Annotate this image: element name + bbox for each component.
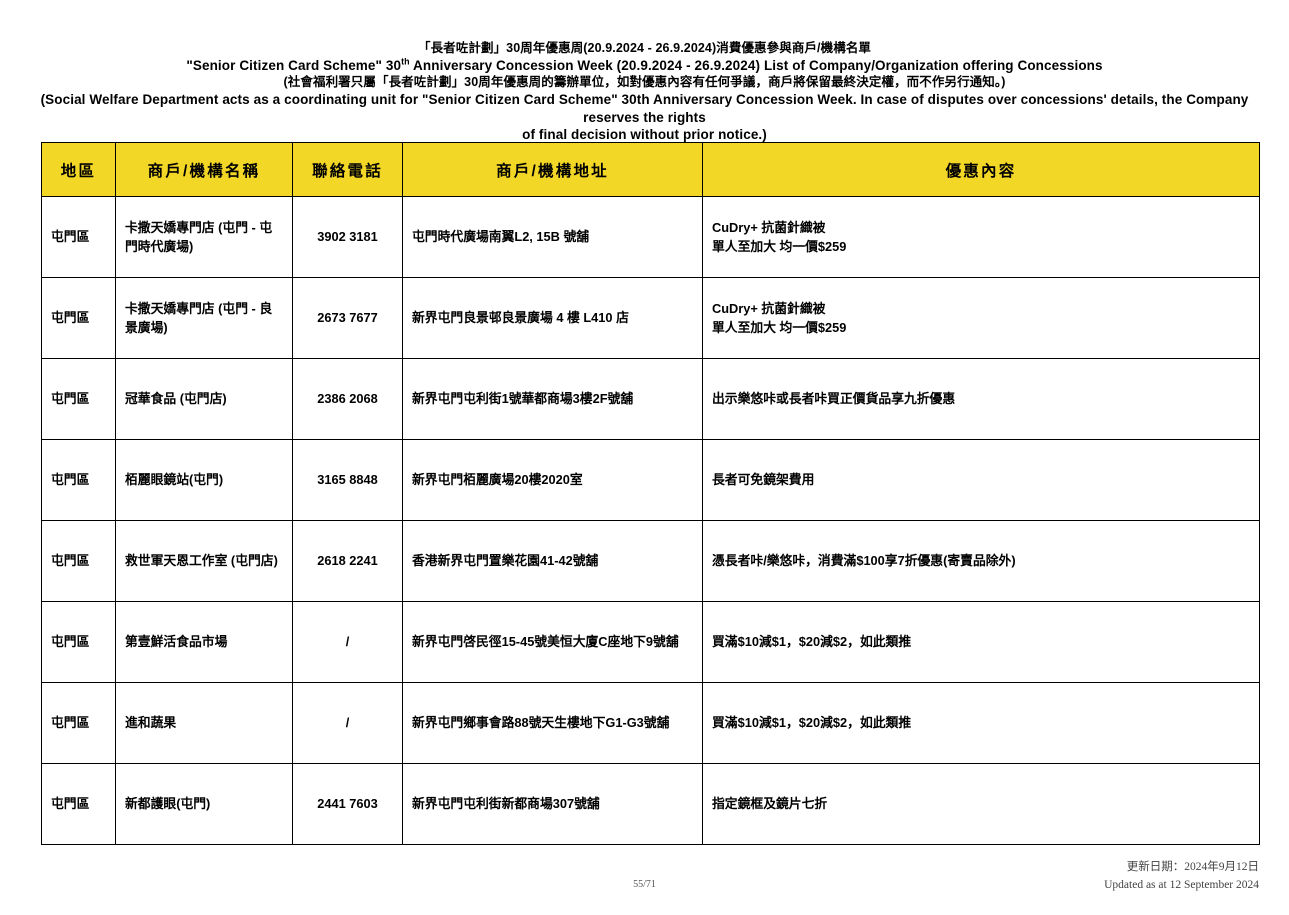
table-header: 地區 商戶/機構名稱 聯絡電話 商戶/機構地址 優惠內容 [41,142,1260,197]
concessions-table: 地區 商戶/機構名稱 聯絡電話 商戶/機構地址 優惠內容 屯門區 卡撒天嬌專門店… [41,142,1260,845]
note-english-line2: of final decision without prior notice.) [522,127,767,143]
column-header-district: 地區 [41,142,116,197]
cell-district: 屯門區 [41,277,116,359]
cell-name: 新都護眼(屯門) [115,763,293,845]
updated-date-english: Updated as at 12 September 2024 [1104,878,1259,891]
table-header-row: 地區 商戶/機構名稱 聯絡電話 商戶/機構地址 優惠內容 [41,142,1260,197]
cell-name: 進和蔬果 [115,682,293,764]
cell-offer: 買滿$10減$1，$20減$2，如此類推 [702,682,1260,764]
table-row: 屯門區 卡撒天嬌專門店 (屯門 - 良景廣場) 2673 7677 新界屯門良景… [41,277,1260,359]
column-header-phone: 聯絡電話 [292,142,403,197]
title-english-suffix: Anniversary Concession Week (20.9.2024 -… [409,57,1103,73]
table-row: 屯門區 進和蔬果 / 新界屯門鄉事會路88號天生樓地下G1-G3號舖 買滿$10… [41,682,1260,764]
cell-offer: 憑長者咔/樂悠咔，消費滿$100享7折優惠(寄賣品除外) [702,520,1260,602]
title-chinese: 「長者咗計劃」30周年優惠周(20.9.2024 - 26.9.2024)消費優… [417,41,872,55]
column-header-name: 商戶/機構名稱 [115,142,293,197]
cell-offer: CuDry+ 抗菌針織被 單人至加大 均一價$259 [702,196,1260,278]
cell-name: 冠華食品 (屯門店) [115,358,293,440]
table-row: 屯門區 卡撒天嬌專門店 (屯門 - 屯門時代廣場) 3902 3181 屯門時代… [41,196,1260,278]
cell-address: 新界屯門啓民徑15-45號美恒大廈C座地下9號舖 [402,601,703,683]
cell-phone: 3902 3181 [292,196,403,278]
cell-offer: 長者可免鏡架費用 [702,439,1260,521]
cell-offer: 出示樂悠咔或長者咔買正價貨品享九折優惠 [702,358,1260,440]
cell-address: 屯門時代廣場南翼L2, 15B 號舖 [402,196,703,278]
cell-phone: 2441 7603 [292,763,403,845]
cell-name: 卡撒天嬌專門店 (屯門 - 良景廣場) [115,277,293,359]
updated-date-chinese: 更新日期：2024年9月12日 [1126,861,1259,873]
cell-phone: 3165 8848 [292,439,403,521]
page-number: 55/71 [633,879,656,890]
cell-phone: 2386 2068 [292,358,403,440]
cell-name: 卡撒天嬌專門店 (屯門 - 屯門時代廣場) [115,196,293,278]
cell-offer: CuDry+ 抗菌針織被 單人至加大 均一價$259 [702,277,1260,359]
concessions-table-container: 地區 商戶/機構名稱 聯絡電話 商戶/機構地址 優惠內容 屯門區 卡撒天嬌專門店… [41,142,1260,845]
title-english-prefix: "Senior Citizen Card Scheme" 30 [186,57,402,73]
cell-offer: 指定鏡框及鏡片七折 [702,763,1260,845]
cell-district: 屯門區 [41,358,116,440]
cell-address: 新界屯門屯利街1號華都商場3樓2F號舖 [402,358,703,440]
table-row: 屯門區 栢麗眼鏡站(屯門) 3165 8848 新界屯門栢麗廣場20樓2020室… [41,439,1260,521]
cell-district: 屯門區 [41,763,116,845]
cell-phone: / [292,682,403,764]
cell-phone: 2618 2241 [292,520,403,602]
note-english-line1: (Social Welfare Department acts as a coo… [40,91,1249,125]
cell-district: 屯門區 [41,196,116,278]
cell-phone: / [292,601,403,683]
cell-name: 救世軍天恩工作室 (屯門店) [115,520,293,602]
cell-name: 第壹鮮活食品市場 [115,601,293,683]
cell-district: 屯門區 [41,439,116,521]
update-stamp: 更新日期：2024年9月12日 Updated as at 12 Septemb… [1104,859,1259,895]
cell-phone: 2673 7677 [292,277,403,359]
table-body: 屯門區 卡撒天嬌專門店 (屯門 - 屯門時代廣場) 3902 3181 屯門時代… [41,196,1260,845]
cell-address: 新界屯門良景邨良景廣場 4 樓 L410 店 [402,277,703,359]
table-row: 屯門區 新都護眼(屯門) 2441 7603 新界屯門屯利街新都商場307號舖 … [41,763,1260,845]
title-english: "Senior Citizen Card Scheme" 30th Annive… [0,57,1289,75]
cell-address: 新界屯門栢麗廣場20樓2020室 [402,439,703,521]
document-header: 「長者咗計劃」30周年優惠周(20.9.2024 - 26.9.2024)消費優… [0,0,1289,162]
cell-address: 新界屯門鄉事會路88號天生樓地下G1-G3號舖 [402,682,703,764]
cell-offer: 買滿$10減$1，$20減$2，如此類推 [702,601,1260,683]
ordinal-suffix: th [401,56,410,66]
table-row: 屯門區 第壹鮮活食品市場 / 新界屯門啓民徑15-45號美恒大廈C座地下9號舖 … [41,601,1260,683]
cell-district: 屯門區 [41,601,116,683]
column-header-offer: 優惠內容 [702,142,1260,197]
table-row: 屯門區 冠華食品 (屯門店) 2386 2068 新界屯門屯利街1號華都商場3樓… [41,358,1260,440]
cell-address: 香港新界屯門置樂花園41-42號舖 [402,520,703,602]
cell-address: 新界屯門屯利街新都商場307號舖 [402,763,703,845]
cell-district: 屯門區 [41,520,116,602]
cell-district: 屯門區 [41,682,116,764]
cell-name: 栢麗眼鏡站(屯門) [115,439,293,521]
column-header-address: 商戶/機構地址 [402,142,703,197]
note-chinese: (社會福利署只屬「長者咗計劃」30周年優惠周的籌辦單位，如對優惠內容有任何爭議，… [283,75,1006,90]
table-row: 屯門區 救世軍天恩工作室 (屯門店) 2618 2241 香港新界屯門置樂花園4… [41,520,1260,602]
